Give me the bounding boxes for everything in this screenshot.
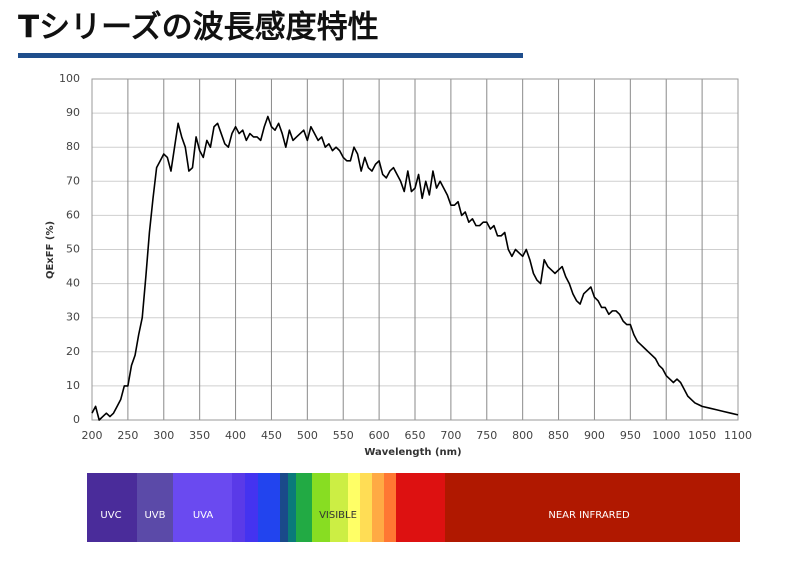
spectrum-bar: UVC UVB UVA VISIBLE NEAR INFRARED (87, 473, 740, 542)
y-tick-label: 10 (66, 379, 80, 392)
y-tick-label: 70 (66, 174, 80, 187)
spectrum-label: UVB (144, 510, 165, 521)
x-tick-label: 550 (333, 429, 354, 442)
orange-band (360, 473, 372, 542)
spectrum-label: UVC (100, 510, 121, 521)
green-band (312, 473, 330, 542)
green-band (296, 473, 312, 542)
red-band (396, 473, 445, 542)
orange-band (384, 473, 396, 542)
y-tick-label: 60 (66, 208, 80, 221)
plot-border (91, 78, 739, 421)
violet-band (232, 473, 245, 542)
nir-band (445, 473, 740, 542)
x-tick-label: 300 (153, 429, 174, 442)
spectrum-label: NEAR INFRARED (548, 510, 630, 521)
x-tick-label: 250 (117, 429, 138, 442)
x-tick-label: 650 (405, 429, 426, 442)
spectrum-label: VISIBLE (319, 510, 357, 521)
y-axis-title: QExFF (%) (45, 221, 56, 279)
x-tick-label: 950 (620, 429, 641, 442)
yellow-band (330, 473, 348, 542)
violet-band (245, 473, 258, 542)
x-tick-label: 900 (584, 429, 605, 442)
orange-band (372, 473, 384, 542)
x-tick-label: 200 (82, 429, 103, 442)
spectrum-label: UVA (193, 510, 214, 521)
y-tick-label: 30 (66, 311, 80, 324)
blue-band (258, 473, 280, 542)
y-tick-label: 90 (66, 106, 80, 119)
x-tick-label: 1000 (652, 429, 680, 442)
uvb-band (137, 473, 173, 542)
cyan-band (288, 473, 296, 542)
x-tick-label: 500 (297, 429, 318, 442)
y-tick-label: 40 (66, 277, 80, 290)
x-tick-label: 400 (225, 429, 246, 442)
x-tick-label: 450 (261, 429, 282, 442)
y-tick-label: 100 (59, 72, 80, 85)
x-tick-label: 700 (440, 429, 461, 442)
chart-title: Tシリーズの波長感度特性 (18, 10, 379, 46)
x-tick-label: 850 (548, 429, 569, 442)
uvc-band (87, 473, 137, 542)
y-tick-label: 0 (73, 413, 80, 426)
x-tick-label: 1100 (724, 429, 752, 442)
x-tick-label: 750 (476, 429, 497, 442)
uva-band (173, 473, 232, 542)
x-tick-label: 350 (189, 429, 210, 442)
x-tick-label: 1050 (688, 429, 716, 442)
data-line (91, 115, 739, 421)
x-tick-label: 600 (369, 429, 390, 442)
blue-band (280, 473, 288, 542)
x-tick-label: 800 (512, 429, 533, 442)
x-axis-title: Wavelength (nm) (364, 447, 461, 458)
yellow-band (348, 473, 360, 542)
y-tick-label: 20 (66, 345, 80, 358)
y-tick-label: 80 (66, 140, 80, 153)
y-tick-label: 50 (66, 243, 80, 256)
title-underline (18, 53, 523, 58)
